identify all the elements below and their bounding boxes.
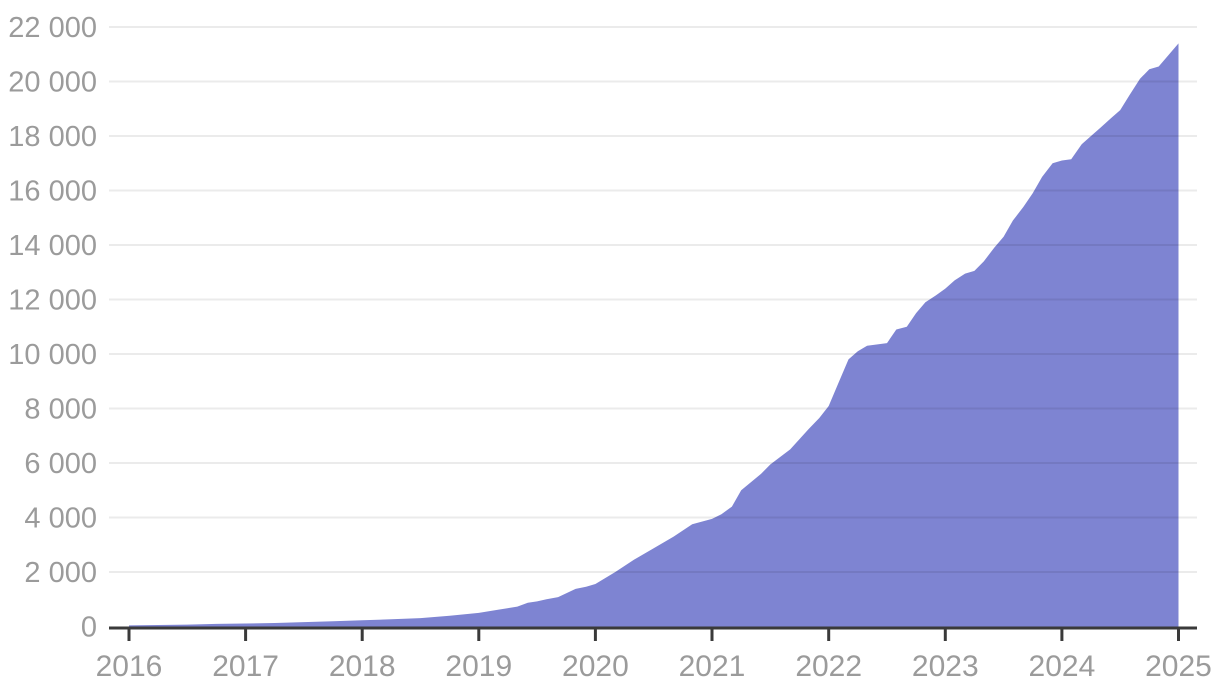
x-tick-label: 2019 xyxy=(445,650,512,683)
area-series xyxy=(129,43,1179,627)
y-tick-label: 8 000 xyxy=(24,394,97,426)
y-tick-label: 18 000 xyxy=(8,121,97,153)
x-tick-label: 2016 xyxy=(96,650,163,683)
x-tick-label: 2024 xyxy=(1029,650,1096,683)
y-tick-label: 14 000 xyxy=(8,230,97,262)
y-tick-label: 22 000 xyxy=(8,12,97,44)
y-tick-label: 20 000 xyxy=(8,67,97,99)
x-tick-label: 2017 xyxy=(212,650,279,683)
x-tick-label: 2022 xyxy=(795,650,862,683)
x-tick-label: 2023 xyxy=(912,650,979,683)
y-tick-label: 16 000 xyxy=(8,176,97,208)
y-tick-label: 12 000 xyxy=(8,285,97,317)
y-tick-label: 2 000 xyxy=(24,557,97,589)
x-tick-label: 2018 xyxy=(329,650,396,683)
y-tick-label: 4 000 xyxy=(24,503,97,535)
y-tick-label: 0 xyxy=(81,612,97,644)
y-tick-label: 10 000 xyxy=(8,339,97,371)
x-tick-label: 2021 xyxy=(679,650,746,683)
x-tick-label: 2020 xyxy=(562,650,629,683)
y-tick-label: 6 000 xyxy=(24,448,97,480)
x-tick-label: 2025 xyxy=(1145,650,1212,683)
